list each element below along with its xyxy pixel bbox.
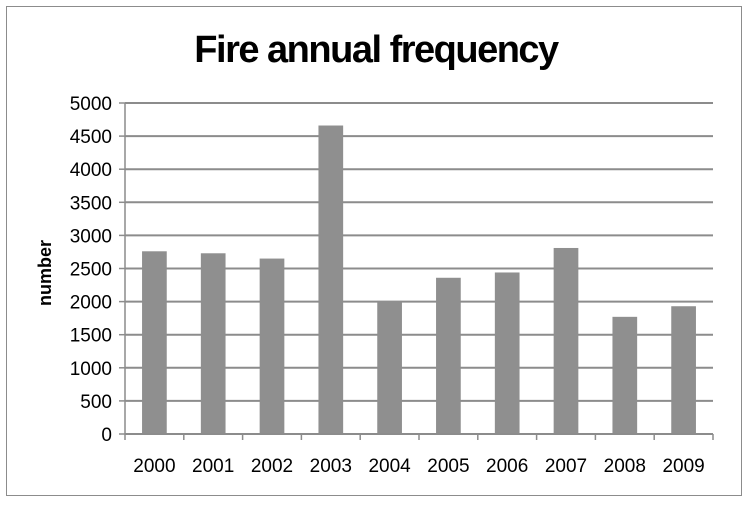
y-tick-label: 4000 xyxy=(70,160,112,181)
x-tick-label: 2003 xyxy=(310,456,352,477)
bar-2000 xyxy=(142,251,167,434)
y-tick-label: 2000 xyxy=(70,293,112,314)
y-tick-label: 4500 xyxy=(70,127,112,148)
x-tick-label: 2009 xyxy=(662,456,704,477)
y-tick-label: 3000 xyxy=(70,226,112,247)
y-tick-label: 5000 xyxy=(70,94,112,115)
bar-2009 xyxy=(671,306,696,434)
bar-2002 xyxy=(259,258,285,434)
x-tick-label: 2005 xyxy=(427,456,469,477)
bar-2004 xyxy=(377,300,402,434)
y-tick-label: 0 xyxy=(101,425,112,446)
x-tick-label: 2000 xyxy=(133,456,175,477)
y-tick-labels: 0 500 1000 1500 2000 2500 3000 3500 4000 4500 5000 xyxy=(70,94,112,446)
y-tick-label: 3500 xyxy=(70,193,112,214)
x-tick-label: 2002 xyxy=(251,456,293,477)
x-tick-label: 2007 xyxy=(545,456,587,477)
chart-title: Fire annual frequency xyxy=(194,29,559,71)
bars xyxy=(142,125,696,435)
x-tick-label: 2008 xyxy=(604,456,646,477)
x-tick-labels: 2000 2001 2002 2003 2004 2005 2006 2007 2008 2009 xyxy=(133,456,704,477)
bar-2005 xyxy=(436,277,461,434)
bar-2008 xyxy=(612,316,638,434)
y-tick-label: 2500 xyxy=(70,260,112,281)
bar-2003 xyxy=(318,125,344,435)
bar-2007 xyxy=(553,247,579,434)
y-tick-label: 500 xyxy=(80,392,112,413)
x-tick-label: 2006 xyxy=(486,456,528,477)
x-tick-label: 2001 xyxy=(192,456,234,477)
y-tick-label: 1000 xyxy=(70,359,112,380)
x-axis xyxy=(124,433,714,440)
bar-2001 xyxy=(200,253,226,434)
bar-2006 xyxy=(494,272,520,434)
x-tick-label: 2004 xyxy=(368,456,411,477)
y-tick-label: 1500 xyxy=(70,326,112,347)
y-axis-label: number xyxy=(35,240,55,306)
